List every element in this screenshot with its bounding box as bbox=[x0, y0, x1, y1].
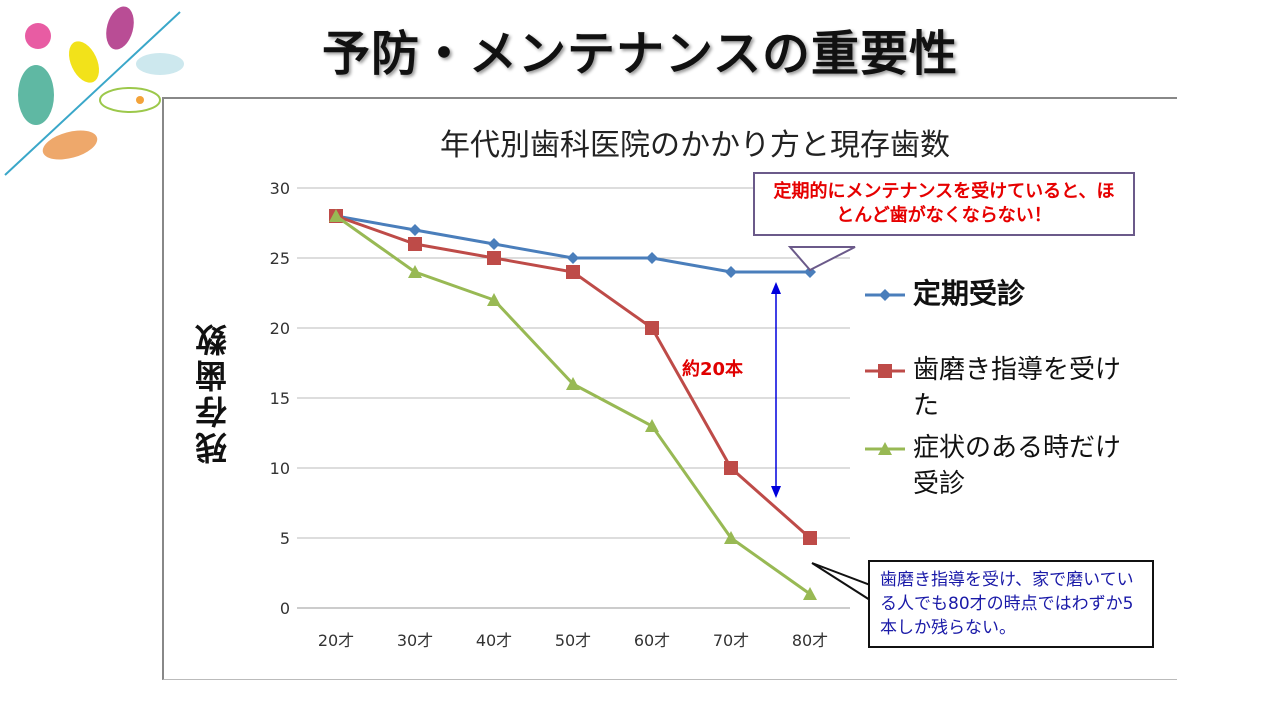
data-point bbox=[645, 419, 659, 432]
x-tick-label: 70才 bbox=[713, 631, 749, 650]
data-point bbox=[803, 531, 817, 545]
x-tick-label: 50才 bbox=[555, 631, 591, 650]
x-tick-label: 20才 bbox=[318, 631, 354, 650]
data-point bbox=[724, 461, 738, 475]
callout-bottom: 歯磨き指導を受け、家で磨いている人でも80才の時点ではわずか5本しか残らない。 bbox=[868, 560, 1154, 648]
data-point bbox=[566, 265, 580, 279]
data-point bbox=[566, 377, 580, 390]
chart-title: 年代別歯科医院のかかり方と現存歯数 bbox=[440, 128, 950, 163]
legend-label: 定期受診 bbox=[913, 277, 1026, 310]
difference-label: 約20本 bbox=[682, 359, 744, 380]
data-point bbox=[724, 531, 738, 544]
legend-item-symptomatic: 症状のある時だけ受診 bbox=[865, 430, 1135, 502]
y-tick-label: 0 bbox=[280, 599, 290, 618]
x-tick-label: 40才 bbox=[476, 631, 512, 650]
y-tick-label: 15 bbox=[270, 389, 290, 408]
y-tick-label: 25 bbox=[270, 249, 290, 268]
legend-marker bbox=[879, 289, 891, 301]
x-tick-label: 30才 bbox=[397, 631, 433, 650]
data-point bbox=[409, 224, 421, 236]
y-tick-label: 10 bbox=[270, 459, 290, 478]
chart-frame bbox=[162, 97, 1177, 680]
data-point bbox=[646, 252, 658, 264]
data-point bbox=[487, 293, 501, 306]
data-point bbox=[567, 252, 579, 264]
y-tick-label: 5 bbox=[280, 529, 290, 548]
data-point bbox=[329, 209, 343, 222]
arrow-head-up-icon bbox=[771, 282, 781, 294]
legend-item-regular: 定期受診 bbox=[865, 276, 1135, 313]
legend-item-brushing: 歯磨き指導を受けた bbox=[865, 352, 1135, 424]
data-point bbox=[408, 237, 422, 251]
data-point bbox=[725, 266, 737, 278]
data-point bbox=[645, 321, 659, 335]
y-tick-label: 30 bbox=[270, 179, 290, 198]
decorative-leaves-icon bbox=[4, 6, 184, 176]
legend-label: 歯磨き指導を受けた bbox=[913, 355, 1122, 421]
x-tick-label: 60才 bbox=[634, 631, 670, 650]
data-point bbox=[487, 251, 501, 265]
callout-top-tail bbox=[787, 246, 856, 272]
callout-top: 定期的にメンテナンスを受けていると、ほとんど歯がなくならない！ bbox=[753, 172, 1135, 236]
legend-marker bbox=[878, 442, 892, 455]
slide-title: 予防・メンテナンスの重要性 bbox=[321, 26, 959, 82]
data-point bbox=[488, 238, 500, 250]
y-tick-label: 20 bbox=[270, 319, 290, 338]
arrow-head-down-icon bbox=[771, 486, 781, 498]
x-tick-label: 80才 bbox=[792, 631, 828, 650]
legend-marker bbox=[878, 364, 892, 378]
data-point bbox=[408, 265, 422, 278]
data-point bbox=[803, 587, 817, 600]
legend-label: 症状のある時だけ受診 bbox=[913, 433, 1122, 499]
callout-bottom-tail bbox=[811, 562, 871, 602]
